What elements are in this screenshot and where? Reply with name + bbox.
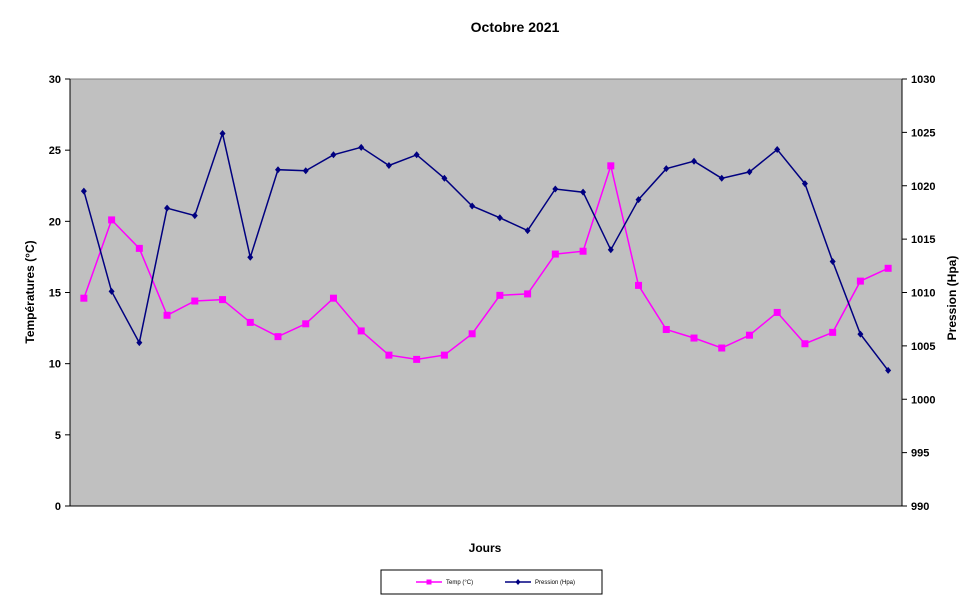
data-point-0 (246, 318, 254, 326)
plot-area (69, 78, 903, 507)
data-point-0 (219, 296, 227, 304)
data-point-0 (357, 327, 365, 335)
legend-label: Pression (Hpa) (535, 580, 575, 586)
data-point-0 (135, 244, 143, 252)
data-point-0 (524, 290, 532, 298)
data-point-1 (413, 151, 420, 159)
y-tick-label: 30 (49, 74, 61, 86)
data-point-1 (496, 214, 503, 222)
data-point-1 (80, 187, 87, 195)
right-axis-ticks: 990 995 1000 1005 1010 1015 1020 1025 1030 (902, 74, 935, 513)
legend: Temp (°C) Pression (Hpa) (380, 569, 603, 595)
data-point-0 (163, 311, 171, 319)
data-point-1 (302, 167, 309, 175)
legend-label: Temp (°C) (446, 580, 473, 586)
data-point-0 (440, 351, 448, 359)
data-point-0 (718, 344, 726, 352)
data-point-0 (108, 216, 116, 224)
y-tick-label: 20 (49, 216, 61, 228)
data-point-0 (413, 355, 421, 363)
data-point-1 (219, 129, 226, 137)
data-point-0 (690, 334, 698, 342)
data-point-1 (108, 287, 115, 295)
data-point-0 (801, 340, 809, 348)
data-point-0 (635, 281, 643, 289)
y-tick-label: 25 (49, 145, 61, 157)
legend-swatch-marker (426, 579, 432, 585)
y2-tick-label: 1010 (911, 288, 935, 300)
data-point-0 (551, 250, 559, 258)
legend-box (380, 569, 603, 595)
series-line-1 (83, 130, 889, 371)
data-point-1 (746, 168, 753, 176)
data-point-1 (552, 185, 559, 193)
data-point-0 (274, 333, 282, 341)
data-point-1 (774, 145, 781, 153)
data-point-0 (773, 308, 781, 316)
legend-swatch-marker (515, 579, 521, 585)
y-axis-label: Températures (°C) (23, 240, 37, 343)
y-tick-label: 10 (49, 359, 61, 371)
data-point-1 (580, 188, 587, 196)
y2-tick-label: 1005 (911, 341, 935, 353)
x-axis-label: Jours (469, 541, 502, 555)
y2-tick-label: 1025 (911, 127, 935, 139)
y2-axis-label: Pression (Hpa) (945, 256, 959, 341)
y2-tick-label: 1020 (911, 181, 935, 193)
data-point-1 (275, 166, 281, 174)
data-point-0 (662, 326, 670, 334)
data-point-1 (358, 143, 365, 151)
series-line-0 (83, 162, 889, 361)
chart-title: Octobre 2021 (471, 19, 560, 35)
data-point-1 (801, 180, 808, 188)
y2-tick-label: 1030 (911, 74, 935, 86)
data-point-1 (247, 253, 254, 261)
data-point-1 (330, 151, 337, 159)
data-point-0 (607, 162, 615, 170)
data-point-0 (745, 331, 753, 339)
data-point-0 (579, 247, 587, 255)
data-point-0 (856, 277, 864, 285)
data-point-1 (524, 227, 531, 235)
y2-tick-label: 1000 (911, 394, 935, 406)
data-point-1 (635, 196, 642, 204)
y-tick-label: 0 (55, 501, 61, 513)
y2-tick-label: 1015 (911, 234, 935, 246)
data-point-1 (469, 202, 476, 210)
data-point-1 (857, 330, 864, 338)
data-point-1 (164, 204, 171, 212)
y-tick-label: 15 (49, 288, 61, 300)
data-point-0 (829, 328, 837, 336)
data-point-0 (385, 351, 393, 359)
data-point-0 (302, 320, 310, 328)
data-point-0 (80, 294, 88, 302)
data-point-1 (191, 212, 198, 220)
data-point-0 (496, 291, 504, 299)
data-point-0 (884, 264, 892, 272)
left-axis-ticks: 0 5 10 15 20 25 30 (49, 74, 70, 513)
data-point-1 (441, 174, 448, 182)
data-point-0 (468, 330, 476, 338)
data-point-0 (329, 294, 337, 302)
y-tick-label: 5 (55, 430, 61, 442)
data-point-1 (663, 165, 670, 173)
y2-tick-label: 995 (911, 448, 929, 460)
data-point-1 (829, 258, 836, 266)
data-point-1 (136, 339, 143, 347)
series-layer (80, 129, 892, 374)
data-point-1 (718, 174, 725, 182)
data-point-1 (885, 366, 892, 374)
data-point-1 (691, 157, 697, 165)
y2-tick-label: 990 (911, 501, 929, 513)
data-point-1 (385, 161, 392, 169)
data-point-0 (191, 297, 199, 305)
data-point-1 (607, 246, 614, 254)
